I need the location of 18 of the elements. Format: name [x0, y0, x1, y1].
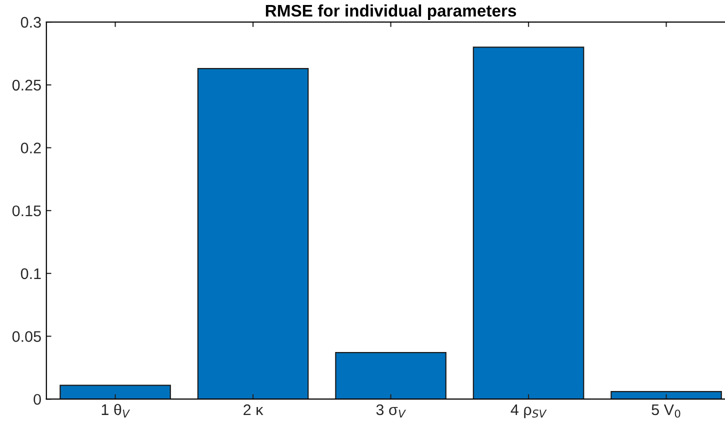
- bar: [197, 68, 309, 400]
- bar: [335, 352, 446, 400]
- x-tick-label: 3 σ$_{V}$: [376, 404, 406, 418]
- x-tick-label: 1 θ$_{V}$: [102, 404, 130, 418]
- y-tick-label: 0.1: [20, 268, 41, 280]
- chart-title: RMSE for individual parameters: [266, 4, 516, 20]
- y-tick-label: 0.05: [12, 331, 41, 342]
- x-tick-label: 2 κ: [244, 404, 264, 416]
- x-tick-label: 4 ρ$_{SV}$: [510, 404, 547, 418]
- y-tick-label: 0.25: [12, 80, 41, 91]
- y-tick-label: 0.2: [20, 142, 41, 154]
- bar: [60, 384, 171, 400]
- y-tick-label: 0.15: [12, 205, 41, 216]
- x-tick-label: 5 V$_{0}$: [652, 404, 680, 418]
- y-tick-label: 0.3: [20, 16, 41, 28]
- bar: [472, 46, 584, 400]
- y-tick-label: 0: [34, 394, 41, 405]
- bar: [610, 391, 722, 400]
